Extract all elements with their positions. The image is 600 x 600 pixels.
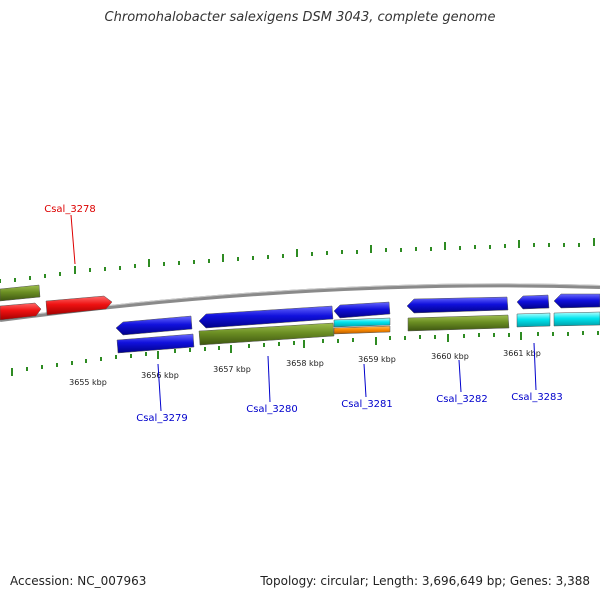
gene-blue-rev-4[interactable]	[406, 296, 509, 314]
page-title: Chromohalobacter salexigens DSM 3043, co…	[104, 10, 496, 25]
accession-text: Accession: NC_007963	[10, 574, 147, 588]
leader-lines	[70, 214, 537, 412]
scale-label-3657: 3657 kbp	[213, 365, 251, 374]
locus-label-csal-3280[interactable]: Csal_3280	[246, 404, 298, 415]
gene-blue-rev-6[interactable]	[553, 293, 600, 309]
gene-cyan-rev-a[interactable]	[333, 317, 391, 328]
forward-genes	[0, 284, 113, 321]
gene-blue-rev-2[interactable]	[198, 305, 334, 329]
scale-label-3659: 3659 kbp	[358, 355, 396, 364]
gene-csal-3278[interactable]	[45, 295, 113, 316]
genome-summary: Topology: circular; Length: 3,696,649 bp…	[260, 574, 590, 588]
gene-red-fwd-left[interactable]	[0, 302, 42, 321]
locus-label-csal-3278[interactable]: Csal_3278	[44, 204, 96, 215]
scale-label-3656: 3656 kbp	[141, 371, 179, 380]
gene-blue-rev-1[interactable]	[115, 315, 193, 336]
locus-label-csal-3279[interactable]: Csal_3279	[136, 413, 188, 424]
scale-label-3658: 3658 kbp	[286, 359, 324, 368]
gene-csal-3283[interactable]	[516, 312, 551, 328]
reverse-genes	[115, 293, 600, 354]
gene-blue-rev-3[interactable]	[333, 301, 391, 319]
scale-label-3660: 3660 kbp	[431, 352, 469, 361]
locus-label-csal-3281[interactable]: Csal_3281	[341, 399, 393, 410]
inner-tick-ring	[11, 331, 599, 376]
gene-csal-3279[interactable]	[116, 333, 195, 354]
gene-csal-3282[interactable]	[407, 314, 510, 332]
scale-label-3661: 3661 kbp	[503, 349, 541, 358]
outer-tick-ring	[0, 238, 595, 283]
gene-olive-fwd-left[interactable]	[0, 284, 41, 302]
scale-label-3655: 3655 kbp	[69, 378, 107, 387]
gene-cyan-rev-b[interactable]	[553, 311, 600, 327]
locus-label-csal-3283[interactable]: Csal_3283	[511, 392, 563, 403]
gene-blue-rev-5[interactable]	[516, 294, 550, 310]
gene-csal-3281[interactable]	[333, 325, 391, 335]
gene-csal-3280[interactable]	[198, 322, 335, 346]
locus-label-csal-3282[interactable]: Csal_3282	[436, 394, 488, 405]
